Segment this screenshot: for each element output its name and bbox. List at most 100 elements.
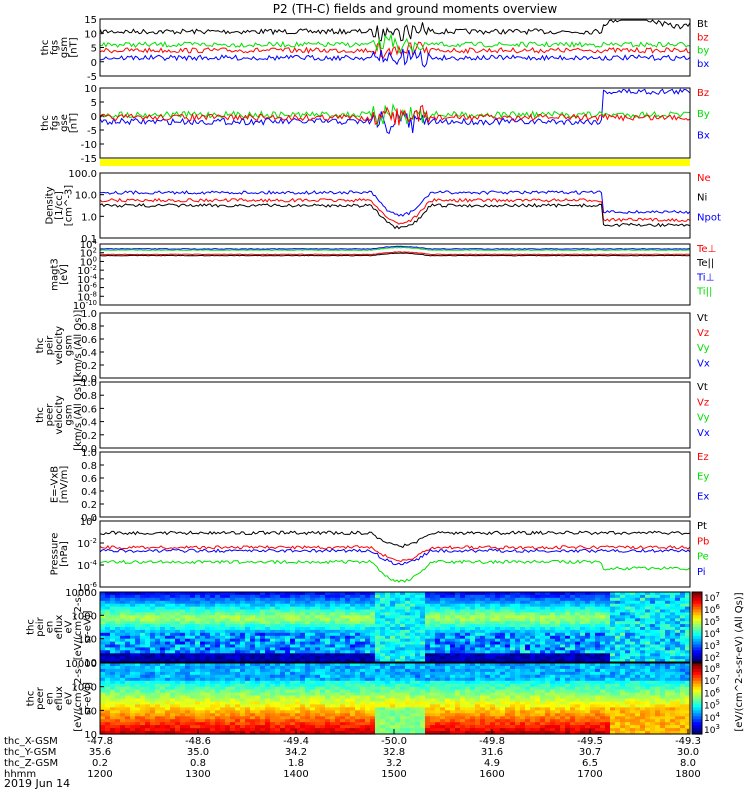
heatmap-cell xyxy=(215,668,221,673)
heatmap-cell xyxy=(210,671,216,676)
heatmap-cell xyxy=(215,632,221,637)
heatmap-cell xyxy=(560,627,566,631)
heatmap-cell xyxy=(330,677,336,682)
heatmap-cell xyxy=(170,603,176,608)
heatmap-cell xyxy=(175,656,181,660)
heatmap-cell xyxy=(150,698,156,703)
heatmap-cell xyxy=(550,621,556,625)
heatmap-cell xyxy=(245,638,251,643)
heatmap-cell xyxy=(135,710,141,714)
heatmap-cell xyxy=(405,647,411,651)
heatmap-cell xyxy=(680,635,686,640)
heatmap-cell xyxy=(370,624,376,628)
heatmap-cell xyxy=(355,635,361,640)
heatmap-cell xyxy=(345,683,351,688)
heatmap-cell xyxy=(230,650,236,654)
heatmap-cell xyxy=(210,592,216,596)
heatmap-cell xyxy=(555,618,561,622)
heatmap-cell xyxy=(540,592,546,596)
heatmap-cell xyxy=(385,627,391,631)
heatmap-cell xyxy=(145,606,151,611)
heatmap-cell xyxy=(105,659,111,663)
heatmap-cell xyxy=(160,710,166,714)
heatmap-cell xyxy=(520,659,526,663)
heatmap-cell xyxy=(305,600,311,605)
heatmap-cell xyxy=(110,600,116,605)
heatmap-cell xyxy=(645,638,651,643)
heatmap-cell xyxy=(635,618,641,622)
heatmap-cell xyxy=(495,725,501,729)
heatmap-cell xyxy=(115,701,121,706)
heatmap-cell xyxy=(135,692,141,697)
heatmap-cell xyxy=(310,701,316,706)
heatmap-cell xyxy=(270,722,276,726)
heatmap-cell xyxy=(120,638,126,643)
heatmap-cell xyxy=(680,603,686,608)
heatmap-cell xyxy=(290,731,296,735)
heatmap-cell xyxy=(215,671,221,676)
heatmap-cell xyxy=(610,615,616,619)
heatmap-cell xyxy=(390,603,396,608)
heatmap-cell xyxy=(115,627,121,631)
heatmap-cell xyxy=(235,615,241,619)
heatmap-cell xyxy=(600,612,606,616)
heatmap-cell xyxy=(235,621,241,625)
heatmap-cell xyxy=(255,725,261,729)
panel-frame xyxy=(99,172,691,239)
heatmap-cell xyxy=(590,624,596,628)
heatmap-cell xyxy=(195,710,201,714)
heatmap-cell xyxy=(415,713,421,717)
heatmap-cell xyxy=(175,671,181,676)
heatmap-cell xyxy=(420,609,426,613)
heatmap-cell xyxy=(130,731,136,735)
heatmap-cell xyxy=(405,716,411,720)
heatmap-cell xyxy=(395,722,401,726)
heatmap-cell xyxy=(445,609,451,613)
heatmap-cell xyxy=(650,618,656,622)
heatmap-cell xyxy=(215,666,221,670)
heatmap-cell xyxy=(670,597,676,602)
heatmap-cell xyxy=(625,603,631,608)
heatmap-cell xyxy=(205,725,211,729)
heatmap-cell xyxy=(215,641,221,646)
heatmap-cell xyxy=(160,644,166,648)
heatmap-cell xyxy=(380,713,386,717)
heatmap-cell xyxy=(410,713,416,717)
heatmap-cell xyxy=(385,710,391,714)
heatmap-cell xyxy=(470,592,476,596)
heatmap-cell xyxy=(275,609,281,613)
heatmap-cell xyxy=(350,704,356,708)
heatmap-cell xyxy=(195,725,201,729)
heatmap-cell xyxy=(275,666,281,670)
heatmap-cell xyxy=(295,638,301,643)
heatmap-cell xyxy=(555,641,561,646)
heatmap-cell xyxy=(240,644,246,648)
heatmap-cell xyxy=(190,663,196,667)
heatmap-cell xyxy=(410,692,416,697)
heatmap-cell xyxy=(620,638,626,643)
heatmap-cell xyxy=(665,594,671,599)
heatmap-cell xyxy=(130,638,136,643)
heatmap-cell xyxy=(325,707,331,711)
heatmap-cell xyxy=(405,704,411,708)
heatmap-cell xyxy=(170,597,176,602)
heatmap-cell xyxy=(350,698,356,703)
heatmap-cell xyxy=(395,632,401,637)
heatmap-cell xyxy=(130,663,136,667)
heatmap-cell xyxy=(240,627,246,631)
heatmap-cell xyxy=(495,603,501,608)
heatmap-cell xyxy=(190,704,196,708)
heatmap-cell xyxy=(500,719,506,723)
heatmap-cell xyxy=(175,728,181,732)
heatmap-cell xyxy=(420,728,426,732)
heatmap-cell xyxy=(630,624,636,628)
heatmap-cell xyxy=(380,603,386,608)
heatmap-cell xyxy=(240,666,246,670)
heatmap-cell xyxy=(160,650,166,654)
heatmap-cell xyxy=(195,659,201,663)
heatmap-cell xyxy=(475,597,481,602)
heatmap-cell xyxy=(155,647,161,651)
heatmap-cell xyxy=(485,722,491,726)
colorbar-swatch xyxy=(692,653,702,657)
heatmap-cell xyxy=(490,710,496,714)
